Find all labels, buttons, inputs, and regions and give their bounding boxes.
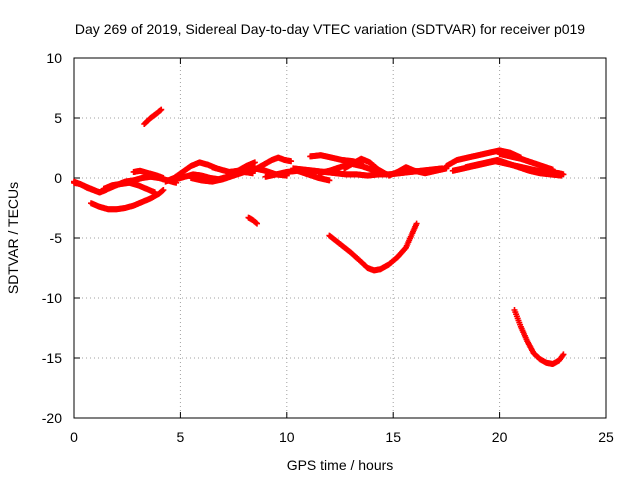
- y-tick-label: 5: [54, 110, 62, 126]
- y-tick-label: -20: [42, 410, 62, 426]
- data-point: [558, 172, 565, 179]
- data-points: [71, 106, 567, 367]
- x-tick-label: 20: [492, 429, 508, 445]
- y-tick-label: -15: [42, 350, 62, 366]
- data-point: [288, 158, 295, 165]
- y-axis-label: SDTVAR / TECUs: [5, 182, 21, 294]
- y-tick-label: -10: [42, 290, 62, 306]
- data-point: [254, 220, 261, 227]
- data-point: [151, 189, 158, 196]
- chart-title: Day 269 of 2019, Sidereal Day-to-day VTE…: [75, 21, 585, 37]
- y-tick-label: 0: [54, 170, 62, 186]
- x-tick-label: 10: [279, 429, 295, 445]
- data-point: [160, 175, 167, 181]
- x-tick-label: 0: [70, 429, 78, 445]
- data-point: [413, 220, 420, 227]
- data-point: [326, 177, 333, 184]
- x-tick-label: 25: [598, 429, 614, 445]
- x-axis-label: GPS time / hours: [287, 457, 394, 473]
- data-point: [251, 159, 258, 166]
- data-point: [560, 351, 567, 358]
- axes: 0 5 10 15 20 25 -20 -15 -10 -5 0 5 10: [42, 50, 614, 445]
- data-point: [549, 166, 556, 173]
- data-point: [160, 187, 167, 193]
- x-tick-label: 15: [385, 429, 401, 445]
- x-tick-label: 5: [177, 429, 185, 445]
- y-tick-label: 10: [46, 50, 62, 66]
- data-point: [158, 106, 165, 113]
- y-tick-label: -5: [50, 230, 63, 246]
